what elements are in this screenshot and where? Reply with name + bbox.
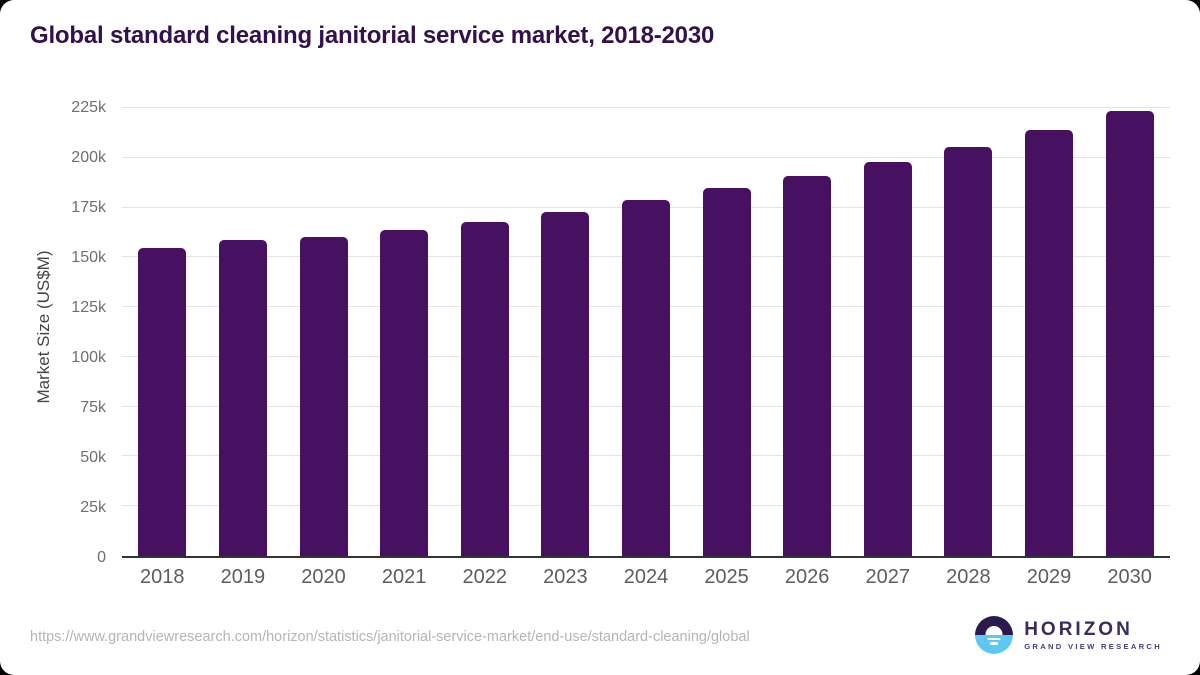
y-tick-label: 225k [71, 99, 106, 116]
bar-band [847, 95, 928, 556]
bar-2023[interactable] [541, 211, 590, 556]
bar-2027[interactable] [863, 161, 912, 556]
chart-title: Global standard cleaning janitorial serv… [30, 22, 715, 49]
bar-2018[interactable] [138, 248, 187, 556]
bar-2020[interactable] [299, 237, 348, 556]
x-tick-label: 2027 [865, 566, 911, 588]
x-tick-label: 2030 [1107, 566, 1152, 588]
brand-logo: HORIZON GRAND VIEW RESEARCH [975, 616, 1162, 654]
ripple-icon [987, 637, 1001, 641]
bar-series [122, 95, 1170, 556]
sun-icon [985, 626, 1003, 635]
y-tick-label: 0 [97, 549, 106, 566]
bar-band [1009, 95, 1090, 556]
bar-band [686, 95, 767, 556]
x-tick-label: 2029 [1026, 566, 1072, 588]
bar-band [203, 95, 284, 556]
x-tick-label: 2023 [543, 566, 588, 588]
x-tick-label: 2026 [784, 566, 830, 588]
bar-2028[interactable] [944, 146, 993, 556]
ripple-icon [990, 642, 999, 645]
bar-band [122, 95, 203, 556]
bar-2030[interactable] [1105, 111, 1154, 556]
bar-2021[interactable] [380, 230, 429, 556]
x-tick-label: 2018 [140, 566, 185, 588]
y-tick-label: 125k [71, 299, 106, 316]
y-tick-label: 75k [80, 399, 106, 416]
bar-2029[interactable] [1025, 129, 1073, 556]
y-tick-label: 100k [71, 349, 106, 366]
bar-band [525, 95, 606, 556]
bar-2025[interactable] [702, 188, 751, 556]
bar-band [1089, 95, 1170, 556]
y-tick-label: 25k [80, 499, 106, 516]
bar-band [283, 95, 364, 556]
x-tick-label: 2028 [946, 566, 991, 588]
horizon-logo-icon [975, 616, 1014, 654]
bar-band [364, 95, 445, 556]
x-tick-label: 2019 [220, 566, 266, 588]
grid-line [122, 106, 1170, 108]
bar-band [606, 95, 687, 556]
bar-band [444, 95, 525, 556]
bar-2026[interactable] [783, 175, 832, 556]
x-tick-label: 2025 [704, 566, 749, 588]
logo-name: HORIZON [1024, 618, 1133, 640]
y-tick-label: 200k [71, 149, 106, 166]
plot-area [122, 95, 1170, 558]
x-axis-tick-labels: 2018 2019 2020 2021 2022 2023 2024 2025 2026 2027… [122, 566, 1170, 589]
y-axis-tick-labels: 0 25k 50k 75k 100k 125k 150k 175k 200k 225k [0, 95, 106, 566]
x-tick-label: 2021 [381, 566, 427, 588]
y-tick-label: 175k [71, 199, 106, 216]
bar-band [928, 95, 1009, 556]
logo-subtitle: GRAND VIEW RESEARCH [1024, 641, 1162, 651]
x-tick-label: 2020 [301, 566, 346, 588]
y-tick-label: 150k [71, 249, 106, 266]
y-tick-label: 50k [80, 449, 106, 466]
logo-text: HORIZON GRAND VIEW RESEARCH [1024, 620, 1162, 651]
bar-band [767, 95, 848, 556]
x-tick-label: 2022 [462, 566, 507, 588]
x-tick-label: 2024 [623, 566, 669, 588]
bar-2024[interactable] [621, 200, 670, 556]
bar-2022[interactable] [460, 222, 509, 556]
bar-2019[interactable] [218, 240, 267, 556]
grid-line [122, 156, 1170, 158]
source-url: https://www.grandviewresearch.com/horizo… [30, 629, 750, 645]
